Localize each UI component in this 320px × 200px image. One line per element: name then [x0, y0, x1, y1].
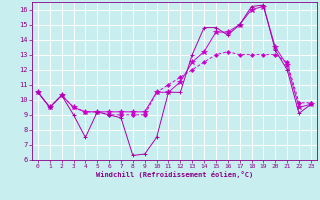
X-axis label: Windchill (Refroidissement éolien,°C): Windchill (Refroidissement éolien,°C) — [96, 171, 253, 178]
